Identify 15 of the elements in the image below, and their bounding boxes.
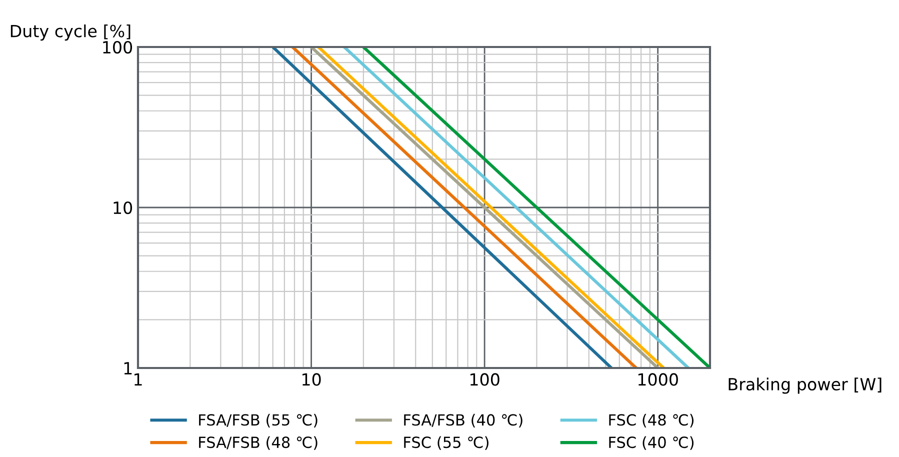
y-tick-label: 10: [114, 201, 132, 214]
legend-label: FSC (40 ℃): [609, 436, 694, 450]
y-tick-label: 1: [124, 362, 132, 374]
legend-label: FSC (55 ℃): [404, 436, 488, 450]
x-tick-label: 1000: [638, 373, 678, 386]
x-tick-label: 100: [470, 373, 500, 386]
y-axis-title: Duty cycle [%]: [10, 24, 130, 41]
y-tick-label: 100: [103, 40, 132, 54]
legend-label: FSA/FSB (55 ℃): [199, 414, 318, 428]
x-axis-title: Braking power [W]: [728, 378, 882, 394]
legend-label: FSA/FSB (40 ℃): [404, 414, 522, 428]
legend-label: FSA/FSB (48 ℃): [199, 436, 318, 450]
x-tick-label: 10: [302, 373, 321, 386]
legend-label: FSC (48 ℃): [609, 414, 694, 428]
x-tick-label: 1: [134, 373, 142, 386]
